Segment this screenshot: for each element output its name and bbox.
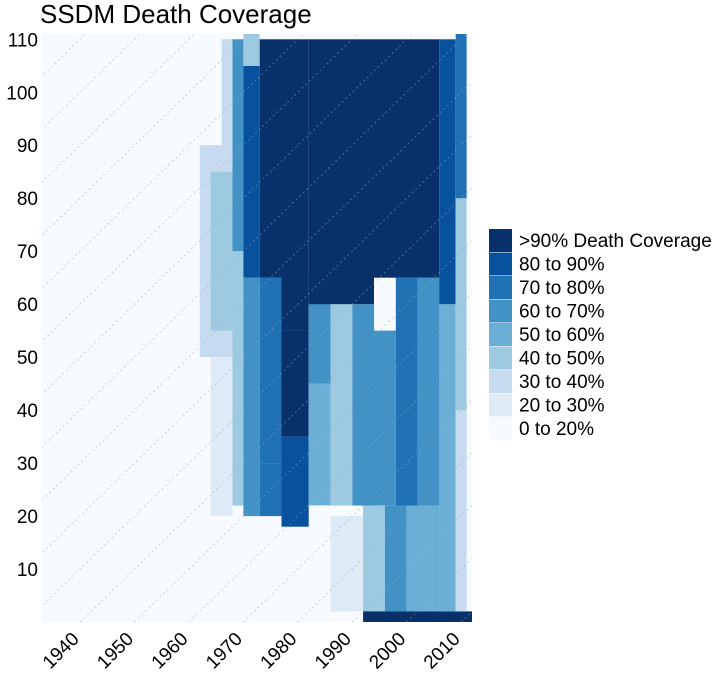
cohort-line xyxy=(297,451,472,622)
y-tick-label: 100 xyxy=(6,83,38,104)
x-tick-label: 1940 xyxy=(39,629,84,674)
cohort-line xyxy=(134,293,472,622)
heatmap-cell-4 xyxy=(210,357,233,516)
x-tick-label: 1970 xyxy=(202,629,247,674)
y-tick-label: 110 xyxy=(8,30,38,51)
x-tick-label: 2010 xyxy=(420,629,465,674)
legend-swatch xyxy=(489,393,512,417)
cohort-line xyxy=(42,34,413,395)
y-tick-label: 50 xyxy=(17,348,38,369)
heatmap-cell-16 xyxy=(308,383,331,506)
x-tick-label: 1990 xyxy=(311,629,356,674)
heatmap-cell-29 xyxy=(363,611,472,622)
legend-swatch xyxy=(489,370,512,393)
heatmap-cell-2 xyxy=(210,171,233,331)
cohort-line xyxy=(42,34,358,342)
y-tick-label: 10 xyxy=(17,560,38,581)
y-tick-label: 80 xyxy=(17,189,38,210)
x-tick-label: 1950 xyxy=(93,629,138,674)
heatmap-cell-31 xyxy=(439,39,456,305)
heatmap-cell-22 xyxy=(395,277,418,506)
y-axis-ticks: 10 20 30 40 50 60 70 80 90 100 110 xyxy=(6,30,38,581)
cohort-line xyxy=(0,34,31,622)
heatmap-cell-18 xyxy=(330,304,353,506)
heatmap-cell-21 xyxy=(374,330,396,506)
heatmap-cell-11 xyxy=(259,277,282,464)
cohort-line xyxy=(42,34,467,448)
heatmap-cell-28 xyxy=(406,505,440,612)
heatmap-cell-3 xyxy=(221,39,233,172)
heatmap-cell-25 xyxy=(330,516,364,612)
heatmap-cell-19 xyxy=(352,304,375,506)
legend-label: 0 to 20% xyxy=(519,419,594,440)
cohort-line xyxy=(0,34,31,622)
x-axis-ticks: 1940 1950 1960 1970 1980 1990 2000 2010 xyxy=(39,629,465,674)
legend-label: 30 to 40% xyxy=(519,372,605,393)
heatmap-cell-6 xyxy=(232,39,244,252)
y-tick-label: 60 xyxy=(17,295,38,316)
heatmap-cell-15 xyxy=(281,39,309,331)
cohort-line xyxy=(42,81,472,501)
legend-label: 50 to 60% xyxy=(519,325,605,346)
cohort-line xyxy=(79,240,472,622)
legend-label: 70 to 80% xyxy=(519,278,605,299)
legend-label: 60 to 70% xyxy=(519,302,605,323)
legend-swatch xyxy=(489,323,512,346)
cohort-line xyxy=(42,187,472,607)
legend-label: 40 to 50% xyxy=(519,349,605,370)
y-tick-label: 20 xyxy=(17,507,38,528)
legend-swatch xyxy=(489,346,512,370)
heatmap-cell-9 xyxy=(243,34,260,66)
legend-label: >90% Death Coverage xyxy=(519,231,712,252)
x-tick-label: 1960 xyxy=(148,629,193,674)
heatmap-cell-32 xyxy=(455,410,467,612)
legend-label: 20 to 30% xyxy=(519,396,605,417)
heatmap-cell-23 xyxy=(417,277,440,506)
heatmap-cell-24 xyxy=(374,39,440,278)
x-tick-label: 2000 xyxy=(365,629,410,674)
heatmap-cells xyxy=(0,34,472,622)
heatmap-cell-12 xyxy=(259,39,282,278)
x-tick-label: 1980 xyxy=(257,629,302,674)
chart-title: SSDM Death Coverage xyxy=(40,0,312,29)
legend-swatch xyxy=(489,276,512,299)
legend-swatch xyxy=(489,229,512,252)
heatmap-cell-30 xyxy=(439,304,456,612)
heatmap-cell-10 xyxy=(259,463,282,517)
cohort-line xyxy=(42,134,472,554)
cohort-line xyxy=(188,345,472,622)
y-tick-label: 30 xyxy=(17,454,38,475)
legend-label: 80 to 90% xyxy=(519,255,605,276)
y-tick-label: 40 xyxy=(17,401,38,422)
heatmap-cell-5 xyxy=(232,251,244,506)
cohort-line xyxy=(351,504,472,622)
heatmap-cell-13 xyxy=(281,436,309,527)
y-tick-label: 90 xyxy=(17,136,38,157)
heatmap-cell-26 xyxy=(363,505,385,612)
heatmap-cell-34 xyxy=(455,34,467,199)
heatmap-cell-20 xyxy=(308,39,374,305)
legend-swatch xyxy=(489,299,512,323)
cohort-line xyxy=(243,398,472,622)
y-tick-label: 70 xyxy=(17,242,38,263)
legend: >90% Death Coverage 80 to 90%70 to 80% 60 … xyxy=(489,229,712,440)
heatmap-cell-14 xyxy=(281,330,309,437)
heatmap-cell-7 xyxy=(243,277,260,517)
heatmap-cell-27 xyxy=(384,505,407,612)
legend-swatch xyxy=(489,417,512,440)
heatmap-cell-8 xyxy=(243,65,260,278)
legend-swatch xyxy=(489,252,512,276)
